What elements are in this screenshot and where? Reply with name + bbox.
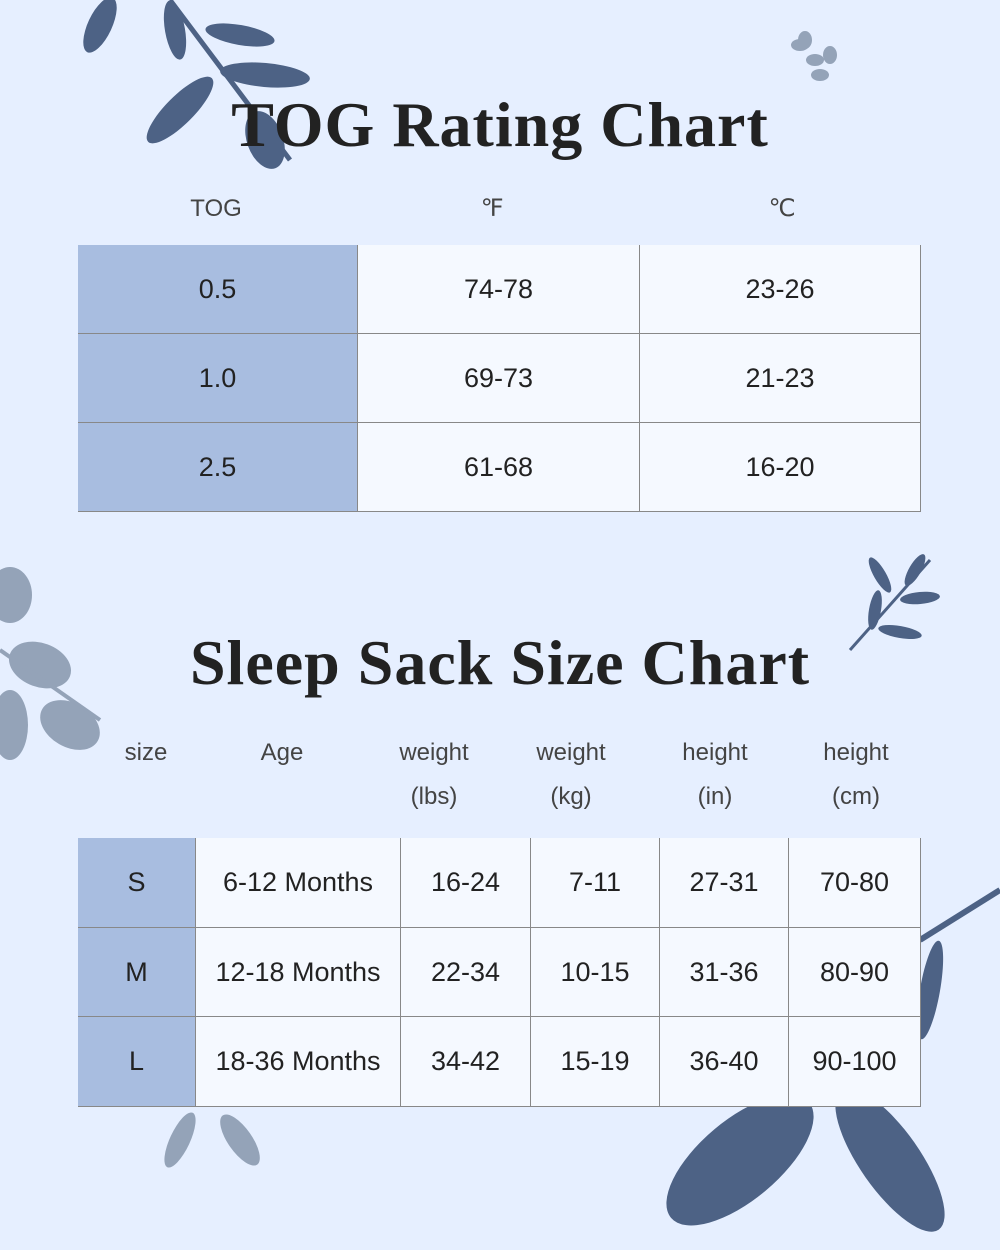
header-line: height xyxy=(823,739,889,766)
table-cell: M xyxy=(78,927,196,1018)
column-header: size xyxy=(125,731,168,775)
table-cell: 6-12 Months xyxy=(196,838,401,928)
table-cell: 23-26 xyxy=(640,245,921,334)
header-line: Age xyxy=(260,739,304,766)
table-cell: 34-42 xyxy=(401,1017,531,1108)
table-cell: 27-31 xyxy=(660,838,789,928)
column-header: TOG xyxy=(190,195,242,222)
tog-title: TOG Rating Chart xyxy=(231,89,769,160)
table-cell: 7-11 xyxy=(531,838,660,928)
table-cell: 90-100 xyxy=(789,1017,921,1108)
table-cell: 16-20 xyxy=(640,423,921,512)
column-header: ℉ xyxy=(480,195,504,222)
table-cell: 74-78 xyxy=(358,245,640,334)
table-cell: 15-19 xyxy=(531,1017,660,1108)
header-line: weight xyxy=(536,739,606,766)
table: S 6-12 Months 16-24 7-11 27-31 70-80 M 12-18 Mo… xyxy=(78,838,921,1108)
column-header: Age xyxy=(261,731,304,775)
table-cell: 21-23 xyxy=(640,334,921,423)
table-cell: 10-15 xyxy=(531,927,660,1018)
column-header: height (in) xyxy=(682,731,747,819)
table-cell: 1.0 xyxy=(78,334,358,423)
table-cell: 31-36 xyxy=(660,927,789,1018)
column-header: weight (lbs) xyxy=(399,731,468,819)
column-header: ℃ xyxy=(768,195,796,222)
table-cell: 0.5 xyxy=(78,245,358,334)
table-cell: 18-36 Months xyxy=(196,1017,401,1108)
header-line: (lbs) xyxy=(410,783,458,810)
header-line: weight xyxy=(399,739,469,766)
table-cell: 69-73 xyxy=(358,334,640,423)
header-line: (kg) xyxy=(550,783,592,810)
table-cell: 22-34 xyxy=(401,927,531,1018)
table-cell: 16-24 xyxy=(401,838,531,928)
table-cell: 80-90 xyxy=(789,927,921,1018)
table-cell: 70-80 xyxy=(789,838,921,928)
table-cell: S xyxy=(78,838,196,928)
table-cell: 36-40 xyxy=(660,1017,789,1108)
table-cell: 2.5 xyxy=(78,423,358,512)
column-header: weight (kg) xyxy=(536,731,605,819)
column-header: height (cm) xyxy=(823,731,888,819)
table-cell: 12-18 Months xyxy=(196,927,401,1018)
header-line: height xyxy=(682,739,748,766)
table-cell: L xyxy=(78,1017,196,1108)
header-line: (cm) xyxy=(832,783,880,810)
header-line: size xyxy=(124,739,168,766)
size-title: Sleep Sack Size Chart xyxy=(189,627,811,698)
table: 0.5 74-78 23-26 1.0 69-73 21-23 2.5 61-68 16-20 xyxy=(78,245,921,512)
table-cell: 61-68 xyxy=(358,423,640,512)
header-line: (in) xyxy=(697,783,733,810)
